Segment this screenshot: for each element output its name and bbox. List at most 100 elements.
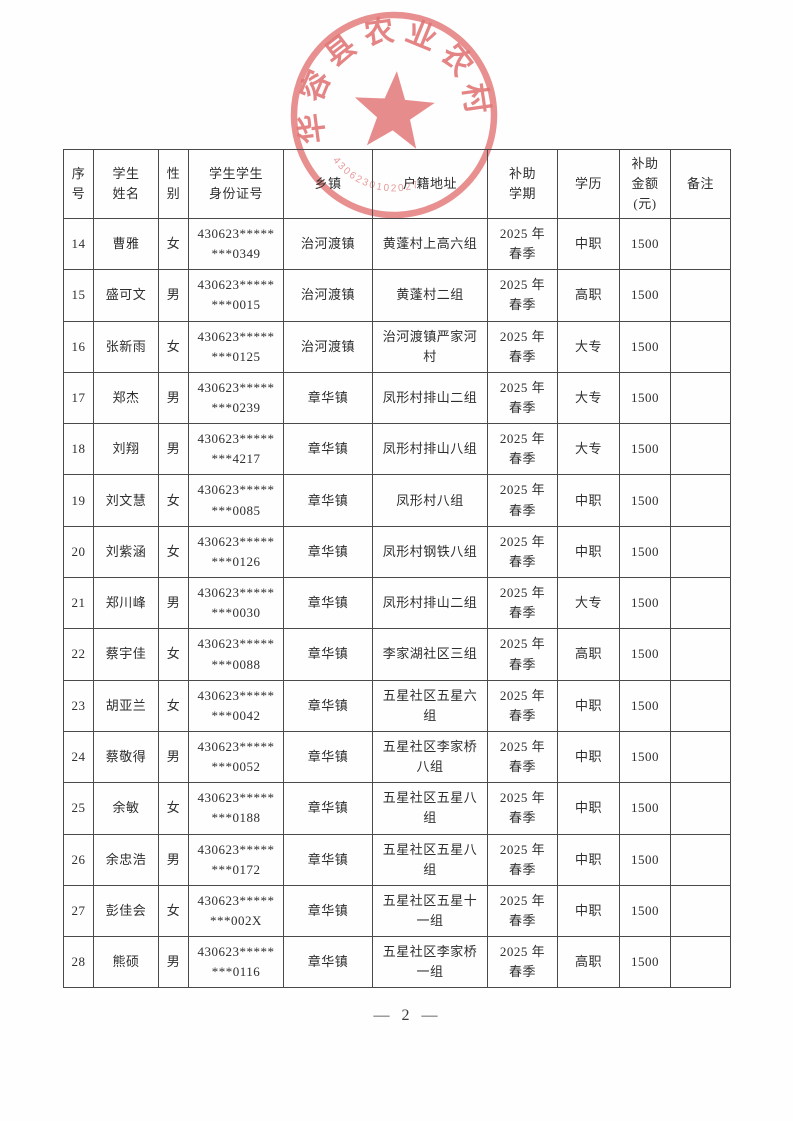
table-cell-edu: 高职 [557, 628, 620, 681]
column-header-no: 序 号 [63, 149, 94, 219]
table-cell-address: 治河渡镇严家河 村 [372, 320, 488, 373]
table-cell-address: 凤形村排山二组 [372, 577, 488, 630]
table-cell-no: 17 [63, 371, 94, 425]
page-number: — 2 — [373, 1007, 442, 1024]
column-header-gender: 性 别 [158, 149, 189, 219]
table-row: 26 余忠浩男 430623***** ***0172 章华镇 五星社区五星八 组 202… [63, 833, 731, 886]
table-cell-semester: 2025 年 春季 [487, 525, 558, 579]
table-cell-semester: 2025 年 春季 [487, 833, 558, 886]
table-cell-address: 五星社区五星八 组 [372, 833, 488, 886]
table-cell-address: 五星社区五星六 组 [372, 679, 488, 732]
table-cell-no: 19 [63, 474, 94, 527]
table-cell-no: 16 [63, 320, 94, 373]
column-header-semester: 补助 学期 [487, 149, 558, 219]
table-cell-amount: 1500 [619, 525, 671, 579]
table-cell-amount: 1500 [619, 577, 671, 630]
table-cell-no: 20 [63, 525, 94, 579]
table-cell-name: 盛可文 [93, 269, 159, 322]
table-row: 14 曹雅女 430623***** ***0349 治河渡镇 黄蓬村上高六组 2025 … [63, 217, 731, 271]
table-cell-name: 余敏 [93, 782, 159, 835]
table-cell-name: 刘翔 [93, 423, 159, 476]
table-cell-town: 章华镇 [283, 782, 373, 835]
table-row: 15 盛可文男 430623***** ***0015 治河渡镇 黄蓬村二组 2025 年… [63, 269, 731, 322]
column-header-amount: 补助 金额 (元) [619, 149, 671, 219]
table-cell-edu: 中职 [557, 217, 620, 271]
table-cell-no: 22 [63, 628, 94, 681]
column-header-note: 备注 [670, 149, 731, 219]
table-cell-id: 430623***** ***0126 [188, 525, 284, 579]
table-cell-no: 27 [63, 884, 94, 938]
table-cell-name: 张新雨 [93, 320, 159, 373]
table-cell-amount: 1500 [619, 884, 671, 938]
table-cell-no: 23 [63, 679, 94, 732]
table-cell-amount: 1500 [619, 782, 671, 835]
table-cell-address: 五星社区五星八 组 [372, 782, 488, 835]
student-subsidy-table: 序 号学生 姓名性 别学生学生 身份证号 乡镇 户籍地址 补助 学期 学历 补助 金额 (… [63, 149, 731, 989]
table-cell-edu: 大专 [557, 577, 620, 630]
table-cell-town: 治河渡镇 [283, 217, 373, 271]
table-cell-note [670, 269, 731, 322]
table-cell-edu: 中职 [557, 884, 620, 938]
table-cell-semester: 2025 年 春季 [487, 782, 558, 835]
table-cell-edu: 中职 [557, 833, 620, 886]
table-cell-edu: 大专 [557, 371, 620, 425]
table-cell-gender: 男 [158, 423, 189, 476]
table-cell-address: 凤形村八组 [372, 474, 488, 527]
table-cell-semester: 2025 年 春季 [487, 371, 558, 425]
table-cell-id: 430623***** ***0125 [188, 320, 284, 373]
table-cell-semester: 2025 年 春季 [487, 423, 558, 476]
column-header-id: 学生学生 身份证号 [188, 149, 284, 219]
table-cell-semester: 2025 年 春季 [487, 884, 558, 938]
table-cell-name: 郑川峰 [93, 577, 159, 630]
table-cell-name: 彭佳会 [93, 884, 159, 938]
table-cell-note [670, 833, 731, 886]
table-cell-gender: 女 [158, 474, 189, 527]
table-cell-no: 15 [63, 269, 94, 322]
table-cell-note [670, 679, 731, 732]
table-cell-address: 凤形村排山八组 [372, 423, 488, 476]
table-cell-edu: 中职 [557, 525, 620, 579]
table-cell-name: 熊硕 [93, 936, 159, 989]
table-cell-amount: 1500 [619, 269, 671, 322]
table-cell-gender: 女 [158, 679, 189, 732]
table-cell-id: 430623***** ***0015 [188, 269, 284, 322]
table-cell-semester: 2025 年 春季 [487, 679, 558, 732]
table-cell-gender: 女 [158, 217, 189, 271]
table-cell-amount: 1500 [619, 730, 671, 784]
table-cell-town: 章华镇 [283, 679, 373, 732]
table-cell-name: 余忠浩 [93, 833, 159, 886]
table-cell-amount: 1500 [619, 320, 671, 373]
table-cell-id: 430623***** ***0042 [188, 679, 284, 732]
table-cell-name: 蔡敬得 [93, 730, 159, 784]
table-cell-no: 18 [63, 423, 94, 476]
table-row: 17 郑杰男 430623***** ***0239 章华镇 凤形村排山二组 2025 年… [63, 371, 731, 425]
table-row: 22 蔡宇佳女 430623***** ***0088 章华镇 李家湖社区三组 2025 … [63, 628, 731, 681]
table-cell-no: 24 [63, 730, 94, 784]
table-cell-note [670, 525, 731, 579]
table-cell-semester: 2025 年 春季 [487, 320, 558, 373]
table-cell-no: 14 [63, 217, 94, 271]
table-cell-note [670, 577, 731, 630]
table-cell-gender: 男 [158, 730, 189, 784]
table-cell-note [670, 371, 731, 425]
seal-arc-text: 华容县农业农村局 [283, 4, 495, 146]
table-cell-town: 章华镇 [283, 423, 373, 476]
table-cell-town: 治河渡镇 [283, 269, 373, 322]
table-cell-id: 430623***** ***002X [188, 884, 284, 938]
table-cell-town: 章华镇 [283, 936, 373, 989]
table-cell-address: 凤形村排山二组 [372, 371, 488, 425]
table-cell-note [670, 217, 731, 271]
table-row: 19 刘文慧女 430623***** ***0085 章华镇 凤形村八组 2025 年 … [63, 474, 731, 527]
table-cell-note [670, 782, 731, 835]
table-cell-note [670, 936, 731, 989]
table-cell-no: 26 [63, 833, 94, 886]
table-cell-edu: 大专 [557, 423, 620, 476]
table-cell-no: 28 [63, 936, 94, 989]
table-cell-id: 430623***** ***4217 [188, 423, 284, 476]
table-cell-amount: 1500 [619, 371, 671, 425]
table-cell-semester: 2025 年 春季 [487, 628, 558, 681]
table-cell-name: 蔡宇佳 [93, 628, 159, 681]
table-cell-gender: 男 [158, 269, 189, 322]
table-cell-amount: 1500 [619, 423, 671, 476]
